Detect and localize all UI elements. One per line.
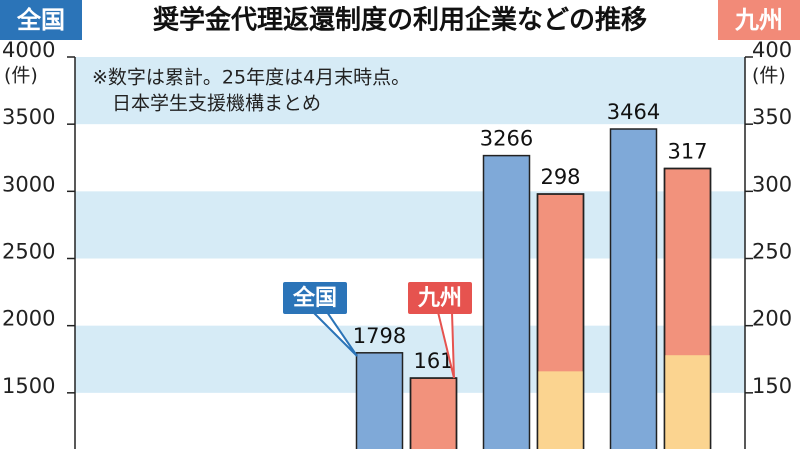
callout-box: [408, 282, 472, 314]
callout-label: 九州: [417, 286, 462, 311]
chart-title: 奨学金代理返還制度の利用企業などの推移: [153, 5, 647, 36]
bar: [609, 128, 658, 449]
bar-outline: [536, 193, 585, 449]
callout-box: [283, 282, 347, 314]
value-label: 1798: [353, 324, 406, 348]
y-label: (件): [4, 65, 38, 87]
note: ※数字は累計。25年度は4月末時点。: [92, 67, 410, 89]
bar: [409, 377, 458, 449]
bar: [355, 352, 404, 449]
y2-label: (件): [752, 65, 786, 87]
y2-tick-label: 400: [752, 38, 792, 62]
y2-tick-label: 300: [752, 172, 792, 196]
bar-outline: [663, 167, 712, 449]
y2-tick-label: 350: [752, 105, 792, 129]
value-label: 317: [667, 139, 707, 163]
value-label: 3266: [480, 127, 533, 151]
right-tag: 九州: [734, 6, 783, 34]
y2-tick-label: 150: [752, 374, 792, 398]
value-label: 3464: [607, 100, 660, 124]
y-tick-label: 1500: [2, 374, 55, 398]
y-tick-label: 3500: [2, 105, 55, 129]
right-tag-box: [718, 0, 800, 40]
bar: [664, 355, 711, 449]
bar-outline: [409, 377, 458, 449]
bar: [537, 371, 584, 449]
grid-band: [75, 57, 745, 125]
y-tick-label: 2000: [2, 307, 55, 331]
bar: [482, 154, 531, 449]
y-tick-label: 4000: [2, 38, 55, 62]
left-tag-box: [0, 0, 82, 40]
y-tick-label: 2500: [2, 240, 55, 264]
y2-tick-label: 200: [752, 307, 792, 331]
value-label: 161: [413, 349, 453, 373]
y2-tick-label: 250: [752, 240, 792, 264]
note: 日本学生支援機構まとめ: [112, 93, 321, 115]
left-tag: 全国: [16, 6, 65, 34]
callout-label: 全国: [292, 285, 337, 311]
y-tick-label: 3000: [2, 172, 55, 196]
value-label: 298: [540, 165, 580, 189]
